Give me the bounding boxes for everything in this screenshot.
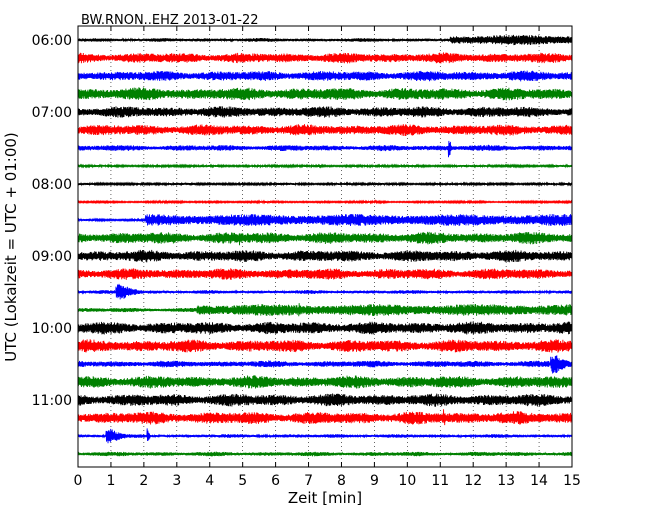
- y-tick-label: 07:00: [32, 105, 72, 121]
- y-tick-label: 10:00: [32, 321, 72, 337]
- trace-row: [77, 199, 573, 205]
- trace-row: [77, 124, 573, 136]
- trace-row: [77, 34, 573, 46]
- x-tick-label: 3: [172, 473, 181, 489]
- x-tick-label: 8: [337, 473, 346, 489]
- x-tick-label: 5: [238, 473, 247, 489]
- trace-row: [77, 268, 573, 280]
- y-axis: 06:00 07:00 08:00 09:00 10:00 11:00: [32, 33, 572, 409]
- trace-row: [77, 249, 573, 263]
- trace-row: [77, 409, 573, 426]
- trace-row: [77, 163, 573, 169]
- x-tick-label: 4: [205, 473, 214, 489]
- x-tick-label: 2: [139, 473, 148, 489]
- trace-row: [77, 375, 573, 389]
- x-tick-label: 10: [398, 473, 416, 489]
- y-axis-label: UTC (Lokalzeit = UTC + 01:00): [2, 132, 20, 362]
- trace-row: [77, 321, 573, 335]
- trace-row: [77, 393, 573, 407]
- trace-row: [77, 355, 573, 374]
- x-tick-label: 9: [370, 473, 379, 489]
- trace-row: [77, 339, 573, 353]
- trace-row: [77, 87, 573, 101]
- trace-row: [77, 70, 573, 82]
- traces: [77, 34, 573, 457]
- y-tick-label: 08:00: [32, 177, 72, 193]
- x-tick-label: 7: [304, 473, 313, 489]
- x-tick-label: 0: [74, 473, 83, 489]
- trace-row: [77, 106, 573, 118]
- x-tick-label: 12: [464, 473, 482, 489]
- trace-row: [77, 181, 573, 187]
- grid: [110, 26, 540, 467]
- trace-row: [77, 52, 573, 64]
- chart-title: BW.RNON..EHZ 2013-01-22: [81, 13, 259, 28]
- x-axis: 0 1 2 3 4 5 6 7 8 9 10 11 12 13 14 15: [74, 26, 581, 489]
- x-tick-label: 6: [271, 473, 280, 489]
- trace-row: [77, 451, 573, 457]
- y-tick-label: 09:00: [32, 249, 72, 265]
- x-tick-label: 11: [431, 473, 449, 489]
- x-tick-label: 15: [563, 473, 581, 489]
- trace-row: [77, 231, 573, 246]
- y-tick-label: 06:00: [32, 33, 72, 49]
- plot-frame: [77, 25, 573, 468]
- trace-row: [77, 213, 573, 227]
- trace-row: [77, 283, 573, 300]
- y-tick-label: 11:00: [32, 393, 72, 409]
- x-tick-label: 13: [497, 473, 515, 489]
- trace-row: [77, 428, 573, 444]
- x-tick-label: 14: [530, 473, 548, 489]
- x-axis-label: Zeit [min]: [288, 489, 362, 507]
- trace-row: [77, 303, 573, 317]
- x-tick-label: 1: [106, 473, 115, 489]
- trace-row: [77, 140, 573, 158]
